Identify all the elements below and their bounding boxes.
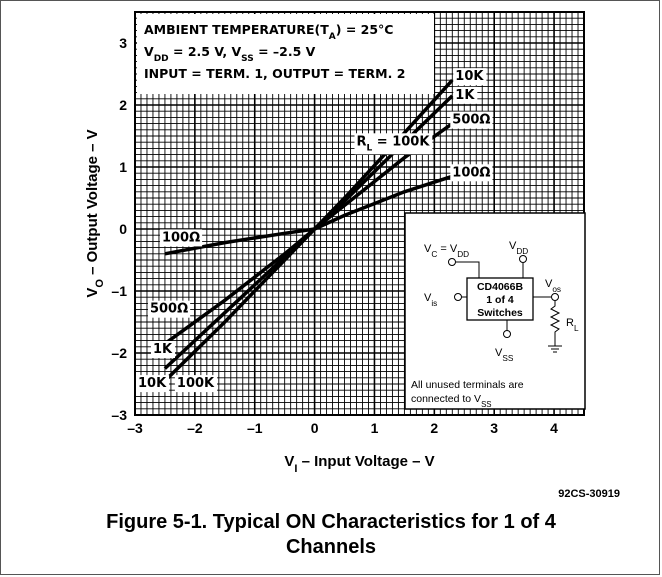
curve-label-text: 500Ω [150, 302, 188, 317]
curve-label-text: 100Ω [452, 165, 490, 180]
x-tick-label: 4 [550, 420, 558, 436]
curve-label-bg [159, 229, 203, 247]
x-tick-label: –3 [127, 420, 143, 436]
x-ticks: –3 –2 –1 0 1 2 3 4 [127, 420, 558, 436]
curve-label: 100Ω [450, 164, 493, 182]
y-tick-label: 3 [119, 35, 127, 51]
vc-wire [456, 261, 480, 278]
curve-label: RL = 100K [354, 133, 433, 155]
curve-label: 1K [150, 341, 176, 358]
curve-labels: 10K 1K 500Ω 100Ω RL = 100K 100Ω 500Ω 1K 10K 100K [135, 68, 493, 393]
y-tick-label: 2 [119, 97, 127, 113]
y-tick-label: 1 [119, 159, 127, 175]
curve-label-text: 1K [455, 88, 475, 103]
y-ticks: 3 2 1 0 –1 –2 –3 [111, 35, 127, 423]
vis-label: Vis [424, 292, 437, 308]
curve-label-text: 500Ω [452, 113, 490, 128]
curve-label-bg [450, 111, 493, 129]
curve-label: 500Ω [147, 300, 191, 318]
vos-label: Vos [545, 278, 561, 294]
y-tick-label: –2 [111, 345, 127, 361]
figure-caption: Figure 5-1. Typical ON Characteristics f… [0, 510, 662, 560]
x-tick-label: –1 [247, 420, 263, 436]
curve-label-text: 100K [177, 376, 215, 391]
inset-note-2: connected to VSS [411, 393, 492, 409]
vc-label: VC = VDD [424, 243, 469, 259]
y-tick-label: –3 [111, 407, 127, 423]
curve-label-bg [453, 86, 478, 104]
annotation-bg [137, 14, 434, 94]
vss-label: VSS [495, 347, 514, 363]
annotation-line: VDD = 2.5 V, VSS = –2.5 V [144, 44, 316, 64]
curve-label-bg [135, 375, 170, 393]
rl-label: RL [566, 317, 579, 333]
chip-label: CD4066B [477, 281, 524, 293]
y-axis-label: VO – Output Voltage – V [84, 129, 106, 297]
curve-label: 100K [174, 375, 218, 393]
curve-label-bg [453, 68, 487, 86]
chip-box [466, 277, 534, 321]
curve-label-text: 10K [455, 69, 484, 84]
x-tick-label: –2 [187, 420, 203, 436]
chip-label: 1 of 4 [486, 294, 514, 306]
y-tick-label: –1 [111, 283, 127, 299]
curve-label-text: 100Ω [162, 230, 200, 245]
curve-label: 1K [453, 86, 478, 104]
annotation-line: AMBIENT TEMPERATURE(TA) = 25°C [144, 22, 393, 42]
x-tick-label: 3 [490, 420, 498, 436]
x-tick-label: 1 [371, 420, 379, 436]
curve-100 [164, 174, 453, 256]
curve-label-text: 10K [138, 376, 167, 391]
y-tick-label: 0 [119, 221, 127, 237]
curve-label-bg [174, 375, 218, 393]
x-axis-label: VI – Input Voltage – V [284, 453, 434, 475]
curve-label-bg [147, 300, 191, 318]
chip-label: Switches [477, 307, 523, 319]
curve-label: 10K [453, 68, 487, 86]
x-tick-label: 0 [311, 420, 319, 436]
curve-label-bg [150, 341, 176, 358]
curve-label-bg [450, 164, 493, 182]
vis-terminal [454, 293, 462, 301]
annotation-line: INPUT = TERM. 1, OUTPUT = TERM. 2 [144, 66, 405, 81]
curve-label: 100Ω [159, 229, 203, 247]
vss-terminal [503, 330, 511, 338]
curve-label-bg [354, 133, 433, 155]
curve-label-text: 1K [153, 342, 173, 357]
vdd-label: VDD [509, 240, 528, 256]
caption-line-2: Channels [285, 536, 377, 558]
reference-code: 92CS-30919 [558, 488, 620, 500]
curve-label: 500Ω [450, 111, 493, 129]
x-tick-label: 2 [430, 420, 438, 436]
curve-label: 10K [135, 375, 170, 393]
caption-line-1: Figure 5-1. Typical ON Characteristics f… [106, 511, 556, 533]
curve-label-text: RL = 100K [357, 134, 431, 153]
inset-note-1: All unused terminals are [411, 379, 524, 391]
vc-terminal [448, 258, 456, 266]
vdd-terminal [519, 255, 527, 263]
rl-resistor [549, 301, 561, 346]
vos-terminal [551, 293, 559, 301]
